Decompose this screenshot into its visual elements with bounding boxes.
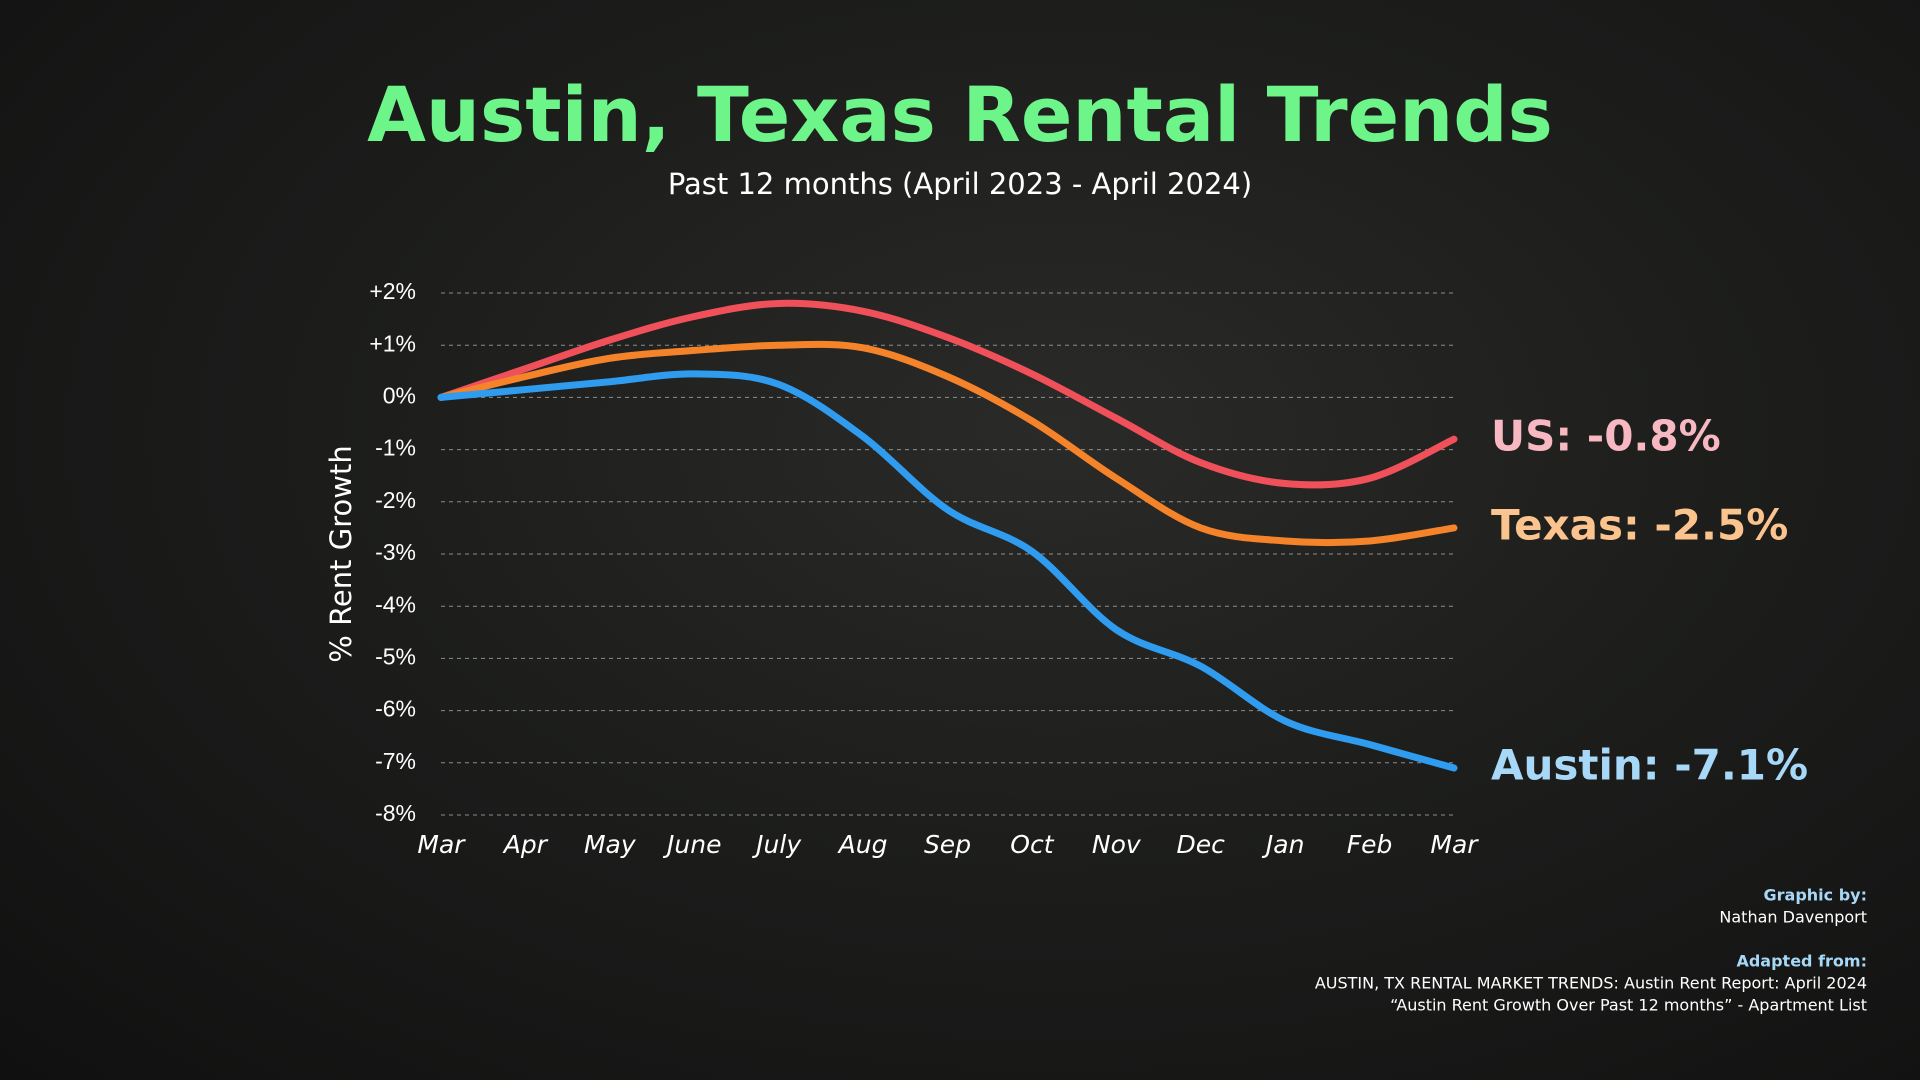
y-tick-label: -2%: [375, 487, 416, 513]
series-line: [437, 340, 1458, 547]
y-tick-label: +2%: [369, 278, 416, 304]
source-line: AUSTIN, TX RENTAL MARKET TRENDS: Austin …: [1315, 974, 1867, 993]
y-tick-label: -6%: [375, 696, 416, 722]
series-end-label: US: -0.8%: [1491, 412, 1721, 461]
credit-author: Nathan Davenport: [1719, 908, 1867, 927]
x-tick-label: Jan: [1261, 830, 1305, 859]
y-tick-label: -4%: [375, 591, 416, 617]
y-tick-label: -8%: [375, 800, 416, 826]
y-tick-label: -5%: [375, 643, 416, 669]
y-tick-label: +1%: [369, 330, 416, 356]
series-end-label: Texas: -2.5%: [1491, 500, 1788, 549]
x-tick-label: Mar: [1430, 830, 1479, 859]
x-tick-label: Aug: [837, 830, 888, 859]
chart-subtitle: Past 12 months (April 2023 - April 2024): [668, 167, 1252, 201]
credit-heading: Graphic by:: [1764, 886, 1867, 905]
source-heading: Adapted from:: [1736, 952, 1867, 971]
y-tick-label: 0%: [383, 382, 416, 408]
x-tick-label: Sep: [924, 830, 971, 859]
x-tick-label: Apr: [502, 830, 549, 859]
y-tick-label: -7%: [375, 748, 416, 774]
x-tick-label: Mar: [417, 830, 466, 859]
series-line: [437, 299, 1458, 489]
x-tick-label: Feb: [1347, 830, 1393, 859]
y-tick-label: -1%: [375, 435, 416, 461]
series-line: [437, 370, 1458, 772]
x-tick-label: Nov: [1092, 830, 1142, 859]
x-tick-label: Dec: [1177, 830, 1226, 859]
series-end-label: Austin: -7.1%: [1491, 741, 1808, 790]
chart-title: Austin, Texas Rental Trends: [367, 70, 1553, 159]
y-axis-label: % Rent Growth: [324, 445, 358, 662]
source-line: “Austin Rent Growth Over Past 12 months”…: [1390, 996, 1867, 1015]
x-tick-label: June: [662, 830, 721, 859]
x-tick-label: Oct: [1010, 830, 1054, 859]
x-tick-label: July: [751, 830, 802, 859]
x-tick-label: May: [584, 830, 637, 859]
y-tick-label: -3%: [375, 539, 416, 565]
